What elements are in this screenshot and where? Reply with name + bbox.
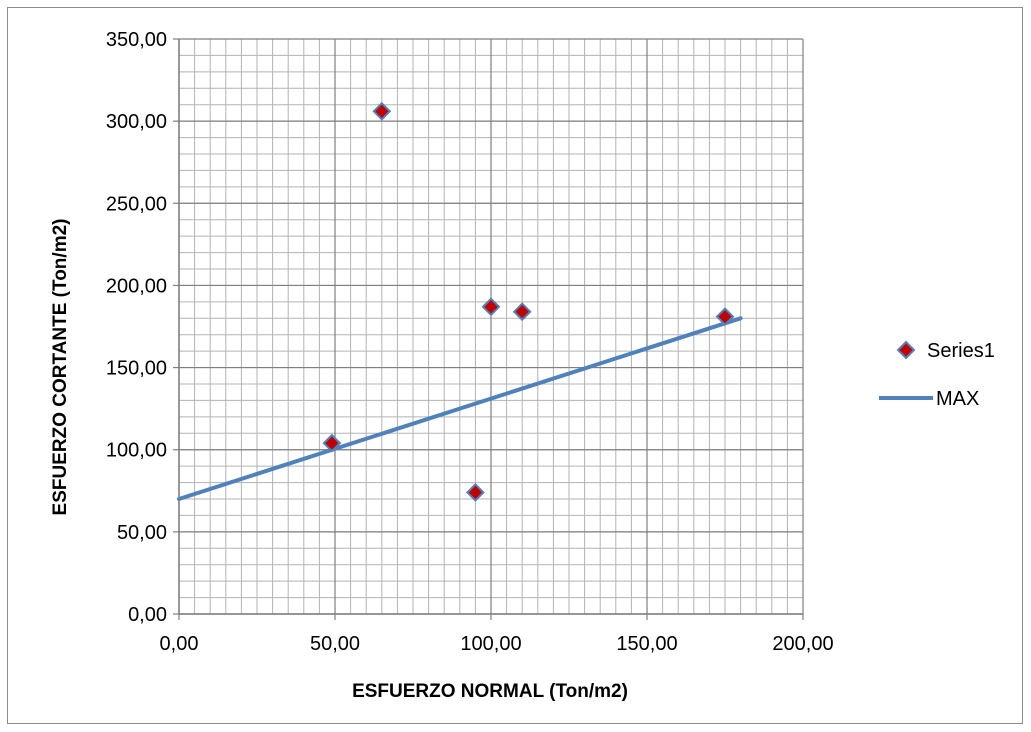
y-tick-label: 350,00	[106, 29, 167, 51]
y-tick-label: 250,00	[106, 193, 167, 215]
y-tick-label: 0,00	[128, 604, 167, 626]
x-tick-labels: 0,00 50,00 100,00 150,00 200,00	[160, 633, 834, 655]
x-tick-label: 50,00	[310, 633, 360, 655]
x-axis-title: ESFUERZO NORMAL (Ton/m2)	[352, 681, 628, 702]
y-tick-label: 200,00	[106, 275, 167, 297]
axes	[173, 38, 804, 620]
series-points	[322, 101, 735, 502]
legend-marker	[896, 340, 916, 360]
legend: Series1 MAX	[879, 340, 995, 410]
chart-frame	[7, 7, 1023, 724]
y-tick-label: 100,00	[106, 440, 167, 462]
y-tick-label: 150,00	[106, 358, 167, 380]
x-tick-label: 100,00	[460, 633, 521, 655]
y-axis-title: ESFUERZO CORTANTE (Ton/m2)	[50, 219, 71, 516]
data-point	[512, 302, 532, 322]
data-point	[715, 307, 735, 327]
legend-label: Series1	[927, 340, 995, 362]
major-grid	[178, 38, 804, 615]
legend-label: MAX	[936, 388, 979, 410]
x-tick-label: 200,00	[772, 633, 833, 655]
series-lines	[177, 316, 743, 501]
data-point	[372, 101, 392, 121]
data-point	[465, 483, 485, 502]
data-point	[322, 433, 342, 453]
x-tick-label: 150,00	[616, 633, 677, 655]
y-tick-labels: 0,00 50,00 100,00 150,00 200,00 250,00 300,00 3…	[106, 29, 167, 626]
data-point	[481, 297, 501, 317]
series-line-max	[177, 316, 743, 501]
y-tick-label: 50,00	[117, 522, 167, 544]
y-tick-label: 300,00	[106, 111, 167, 133]
x-tick-label: 0,00	[160, 633, 199, 655]
